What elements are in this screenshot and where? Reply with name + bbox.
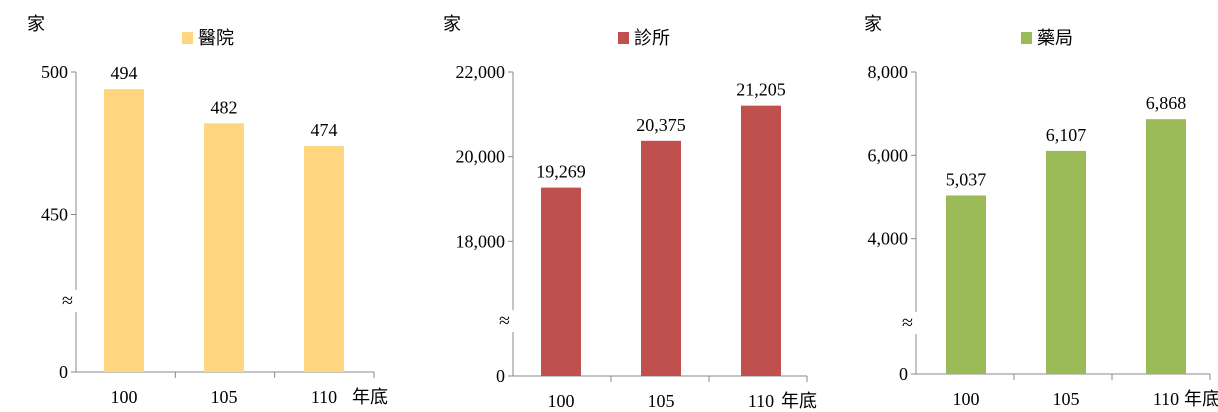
data-label: 5,037 [946,169,987,189]
y-tick-label: 20,000 [456,147,506,167]
x-axis-suffix: 年底 [352,387,388,407]
chart-panel-3: 家藥局 ≈0 4,000 6,000 8,000 5,037 100 6,107 105 6,86… [864,14,1218,409]
chart-panel-1: 家醫院 ≈0 450 500 494 100 482 105 474 110 年底 [27,14,388,407]
bar-110 [1146,119,1186,375]
y-tick-label: 500 [41,62,68,82]
x-tick-label: 110 [311,387,337,407]
axis-break-mark: ≈ [902,312,913,334]
y-tick-label: 8,000 [868,62,909,82]
data-label: 482 [211,97,238,117]
y-tick-label: 4,000 [868,229,909,249]
y-tick-label: 18,000 [456,231,506,251]
data-label: 19,269 [536,162,586,182]
x-axis-suffix: 年底 [1184,389,1218,409]
x-tick-label: 105 [211,387,238,407]
data-label: 494 [111,63,138,83]
bar-100 [946,195,986,374]
y-tick-label: 6,000 [868,145,909,165]
y-tick-label: 22,000 [456,62,506,82]
x-tick-label: 100 [953,389,980,409]
legend-label: 醫院 [198,28,234,48]
data-label: 21,205 [736,80,786,100]
bar-105 [1046,150,1086,374]
bar-100 [541,187,581,376]
x-axis-suffix: 年底 [781,391,817,411]
x-tick-label: 100 [548,391,575,411]
legend-swatch [182,32,193,44]
x-tick-label: 110 [748,391,774,411]
y-tick-label: 450 [41,205,68,225]
bar-110 [741,105,781,376]
data-label: 6,868 [1146,93,1187,113]
y-unit-label: 家 [443,14,461,34]
axis-break-mark: ≈ [62,290,73,312]
y-tick-label: 0 [899,364,908,384]
bar-105 [204,123,244,372]
data-label: 6,107 [1046,125,1087,145]
x-tick-label: 105 [1053,389,1080,409]
legend-swatch [618,32,629,44]
y-unit-label: 家 [864,14,882,34]
data-label: 474 [311,120,338,140]
x-tick-label: 110 [1153,389,1179,409]
y-tick-label: 0 [59,362,68,382]
bar-110 [304,146,344,372]
legend-label: 診所 [634,28,670,48]
chart-panel-2: 家診所 ≈0 18,000 20,000 22,000 19,269 100 20,375 10… [443,14,817,411]
axis-break-mark: ≈ [499,310,510,332]
legend-swatch [1021,32,1032,44]
bar-100 [104,89,144,372]
y-unit-label: 家 [27,14,45,34]
bar-105 [641,140,681,376]
x-tick-label: 100 [111,387,138,407]
x-tick-label: 105 [648,391,675,411]
legend-label: 藥局 [1037,28,1073,48]
data-label: 20,375 [636,115,686,135]
y-tick-label: 0 [496,366,505,386]
